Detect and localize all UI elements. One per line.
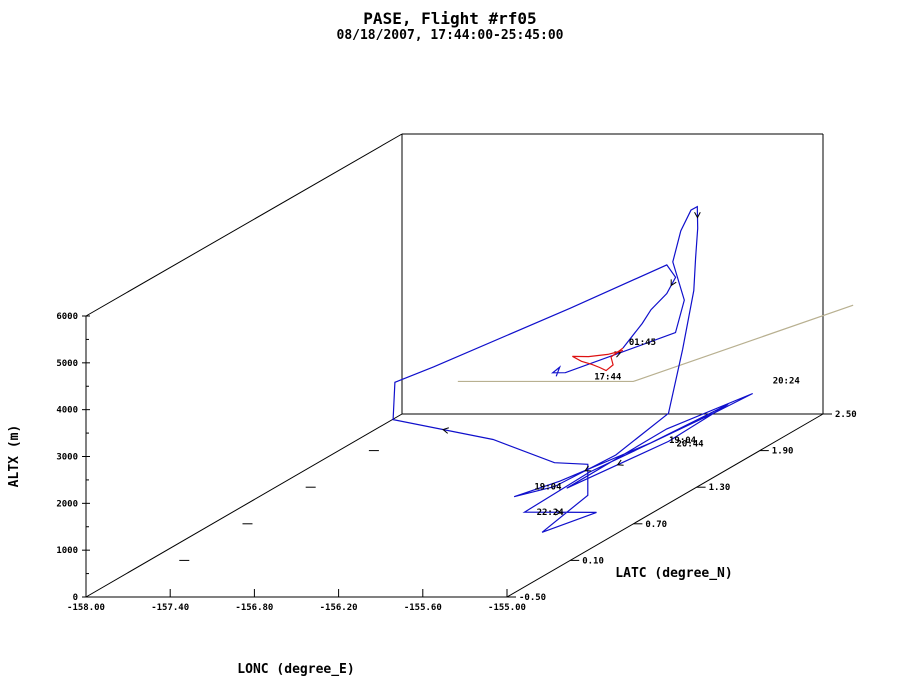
ground-outline — [457, 304, 854, 383]
x-tick-label: -156.20 — [320, 603, 358, 613]
box-edge — [506, 413, 824, 598]
x-tick-label: -156.80 — [235, 603, 273, 613]
y-tick-label: 0.10 — [582, 556, 604, 566]
x-tick-label: -155.60 — [404, 603, 442, 613]
x-tick-label: -158.00 — [67, 603, 105, 613]
z-tick-label: 3000 — [56, 453, 78, 463]
axis-ticks: 0 1000 2000 3000 4000 5000 6000 -158.00 -157.40 -… — [56, 312, 856, 613]
box-edge — [85, 413, 403, 598]
direction-arrow — [616, 459, 624, 466]
x-axis-label: LONC (degree_E) — [237, 662, 354, 677]
box-edge — [85, 133, 403, 317]
flight-tracks — [392, 205, 753, 533]
z-axis-label: ALTX (m) — [7, 425, 22, 488]
direction-arrow — [694, 211, 701, 219]
x-tick-label: -155.00 — [488, 603, 526, 613]
ground-line — [457, 304, 854, 383]
x-tick-label: -157.40 — [151, 603, 189, 613]
direction-arrow — [555, 508, 562, 516]
direction-arrow — [442, 427, 449, 434]
time-label: 20:44 — [677, 439, 705, 449]
z-tick-label: 4000 — [56, 406, 78, 416]
direction-arrow — [584, 465, 592, 472]
z-tick-label: 1000 — [56, 546, 78, 556]
z-tick-label: 2000 — [56, 499, 78, 509]
time-label: 22:24 — [537, 508, 565, 518]
time-label: 19:04 — [669, 436, 697, 446]
time-labels: 17:44 01:45 19:04 19:04 20:24 20:44 22:24 — [534, 338, 800, 518]
y-tick-label: -0.50 — [519, 593, 546, 603]
y-axis-label: LATC (degree_N) — [615, 566, 732, 581]
y-tick-label: 0.70 — [645, 520, 667, 530]
z-tick-label: 0 — [73, 593, 78, 603]
time-label: 01:45 — [629, 338, 656, 348]
flight-track-line — [392, 205, 753, 533]
z-tick-label: 5000 — [56, 359, 78, 369]
plot-box — [85, 133, 824, 598]
chart-title: PASE, Flight #rf05 — [363, 9, 536, 28]
time-label: 17:44 — [594, 372, 622, 382]
flight-track-end-line — [572, 347, 624, 372]
chart-subtitle: 08/18/2007, 17:44:00-25:45:00 — [337, 28, 564, 43]
y-tick-label: 1.90 — [772, 447, 794, 457]
y-tick-label: 2.50 — [835, 410, 857, 420]
time-label: 19:04 — [534, 483, 562, 493]
z-tick-label: 6000 — [56, 312, 78, 322]
y-tick-label: 1.30 — [709, 483, 731, 493]
direction-arrow — [670, 279, 677, 287]
time-label: 20:24 — [773, 377, 801, 387]
